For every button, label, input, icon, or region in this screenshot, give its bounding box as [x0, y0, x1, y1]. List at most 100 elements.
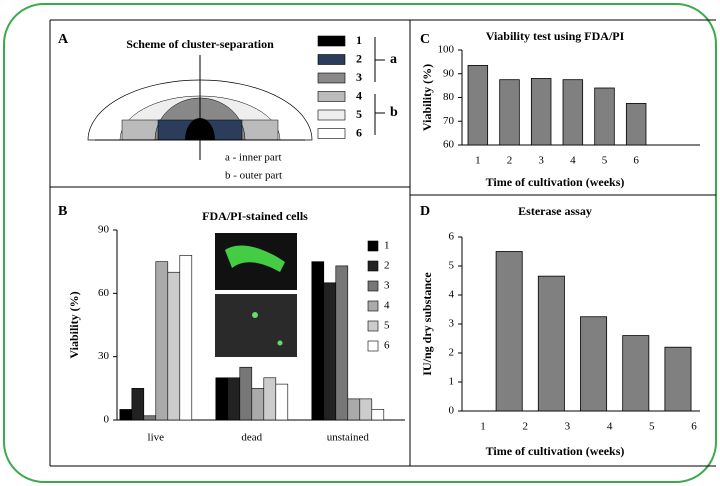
x-axis-label: Time of cultivation (weeks) [486, 444, 625, 458]
bar [530, 78, 552, 146]
bar [537, 275, 565, 412]
bar [155, 261, 169, 421]
y-axis-label: IU/ng dry substance [420, 272, 434, 376]
legend-swatch [317, 54, 346, 65]
scheme-title: Scheme of cluster-separation [126, 37, 274, 51]
legend-label: 1 [356, 33, 362, 47]
bar [119, 409, 133, 421]
chart-title: Viability test using FDA/PI [486, 29, 625, 43]
bar [622, 335, 650, 412]
y-tick-label: 60 [443, 139, 455, 151]
bar [359, 398, 373, 421]
legend-swatch [317, 91, 346, 102]
x-tick-label: 1 [480, 421, 486, 433]
x-tick-label: 4 [607, 421, 613, 433]
legend-swatch [317, 72, 346, 84]
bar [664, 346, 692, 412]
group-label: a [390, 52, 397, 67]
bar [335, 265, 349, 421]
bar [311, 261, 325, 421]
x-tick-label: 3 [538, 155, 544, 167]
legend-label: 6 [356, 125, 362, 139]
chart-title: Esterase assay [518, 204, 592, 218]
bar [495, 251, 523, 412]
x-tick-label: 6 [691, 421, 697, 433]
legend-swatch [367, 340, 379, 352]
y-tick-label: 60 [98, 287, 110, 299]
x-tick-label: 1 [475, 155, 481, 167]
x-tick-label: 3 [565, 421, 571, 433]
legend-swatch [367, 320, 379, 332]
y-axis-label: Viability (%) [67, 291, 81, 358]
scheme-drawing [87, 37, 385, 160]
x-tick-label: 2 [522, 421, 528, 433]
legend-swatch [317, 109, 346, 121]
y-tick-label: 1 [449, 376, 455, 388]
note: a - inner part [225, 152, 282, 164]
group-label: b [390, 105, 398, 120]
legend-swatch [317, 35, 346, 47]
y-axis-label: Viability (%) [420, 64, 434, 131]
x-axis-label: Time of cultivation (weeks) [486, 175, 625, 189]
bar [131, 388, 145, 421]
y-tick-label: 80 [443, 91, 455, 103]
panel-label: B [58, 204, 67, 219]
bar [467, 65, 489, 146]
bar [167, 271, 181, 421]
bar [143, 415, 157, 421]
y-tick-label: 3 [449, 318, 455, 330]
x-tick-label: 5 [649, 421, 655, 433]
y-tick-label: 90 [98, 224, 110, 236]
y-tick-label: 100 [438, 44, 455, 56]
bar [594, 87, 615, 146]
y-tick-label: 90 [443, 67, 455, 79]
chart-title: FDA/PI-stained cells [202, 209, 308, 223]
legend-swatch [367, 300, 379, 312]
y-tick-label: 5 [449, 260, 455, 272]
legend-label: 5 [356, 107, 362, 121]
legend-label: 2 [384, 260, 390, 272]
legend-swatch [367, 280, 379, 292]
photo-cell [225, 245, 285, 272]
y-tick-label: 30 [98, 350, 110, 362]
legend-label: 6 [384, 340, 390, 352]
x-tick-label: 5 [602, 155, 608, 167]
bar [499, 79, 520, 146]
legend-label: 2 [356, 51, 362, 65]
x-tick-label: 2 [507, 155, 513, 167]
y-tick-label: 0 [449, 405, 455, 417]
bar [179, 255, 193, 421]
photo-cell [252, 312, 258, 318]
y-tick-label: 70 [443, 115, 455, 127]
bar [347, 398, 361, 421]
legend-label: 4 [384, 300, 390, 312]
legend-swatch [367, 240, 379, 252]
legend-label: 4 [356, 88, 362, 102]
x-tick-label: live [148, 432, 165, 444]
panel-label: C [420, 32, 430, 47]
bar [239, 366, 253, 421]
legend-swatch [317, 128, 346, 139]
bar [251, 388, 265, 421]
bar [263, 377, 277, 421]
x-tick-label: dead [241, 432, 262, 444]
y-tick-label: 6 [449, 231, 455, 243]
bar [562, 79, 584, 146]
photo [215, 294, 297, 357]
legend-label: 1 [384, 240, 390, 252]
bar [215, 377, 229, 421]
legend-label: 3 [384, 280, 390, 292]
bar [625, 103, 647, 146]
panel-label: D [420, 204, 430, 219]
y-tick-label: 4 [449, 289, 455, 301]
bar [371, 409, 385, 421]
y-tick-label: 2 [449, 347, 455, 359]
legend-swatch [367, 260, 379, 272]
photo-cell [277, 340, 283, 346]
bar [275, 383, 289, 421]
bar [580, 316, 608, 412]
legend-label: 5 [384, 320, 390, 332]
bar [323, 282, 337, 421]
bar [227, 377, 241, 421]
